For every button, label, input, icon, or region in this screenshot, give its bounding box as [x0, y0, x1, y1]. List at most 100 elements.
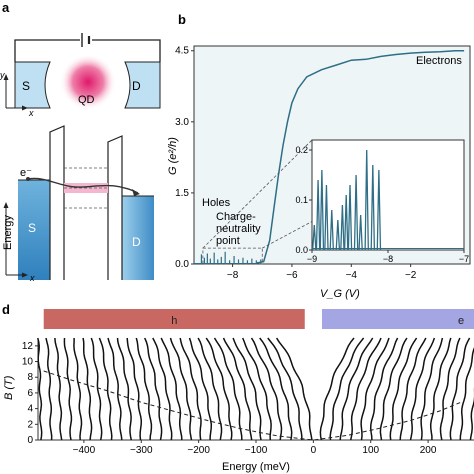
electron-band-label: e — [458, 315, 464, 327]
inset-peak — [364, 149, 369, 251]
hole-band-label: h — [171, 315, 177, 327]
landau-level-curve — [250, 337, 283, 441]
cnp-line2: neutrality — [216, 223, 261, 235]
inset-peak — [319, 169, 325, 251]
panel-d-ytick-label: 0 — [27, 435, 33, 446]
inset-ytick-label: 0.2 — [295, 145, 308, 155]
panel-b-conductance-curve — [256, 49, 465, 264]
panel-b-xtick-label: −4 — [346, 270, 358, 281]
landau-level-curve — [319, 337, 355, 441]
inset-frame — [311, 139, 465, 251]
panel-b-xlabel: V_G (V) — [320, 288, 360, 300]
landau-level-curve — [98, 337, 113, 441]
panel-b-frame — [193, 45, 471, 265]
landau-level-curve — [429, 337, 452, 440]
inset-ytick-label: 0.0 — [295, 245, 308, 255]
landau-level-curve — [169, 337, 193, 441]
landau-level-curve — [339, 337, 374, 441]
landau-level-curve — [135, 337, 153, 441]
source-lead — [14, 61, 51, 109]
panel-b-ylabel: G (e²/h) — [167, 137, 179, 175]
inset-peak — [353, 174, 359, 251]
panel-a-axes-top — [3, 74, 28, 111]
panel-a-letter: a — [2, 0, 10, 15]
landau-level-curve — [449, 337, 471, 441]
panel-b-axes: −8 −6 −4 −2 0.0 1.5 3.0 4.5 — [175, 45, 471, 281]
inset-peak — [347, 184, 353, 251]
inset-xtick-label: −9 — [307, 254, 317, 264]
landau-level-curve — [152, 337, 173, 441]
landau-level-curve — [63, 337, 73, 441]
electron-band — [321, 309, 474, 329]
landau-level-curve — [188, 337, 213, 441]
panel-b-letter: b — [178, 12, 186, 27]
panel-b-zoom-box — [202, 247, 263, 265]
x-axis-label-a: x — [28, 108, 34, 118]
landau-level-curve — [259, 337, 293, 441]
landau-level-curve — [197, 337, 223, 441]
inset-peak — [343, 194, 349, 251]
drain-band-label: D — [132, 235, 141, 249]
panel-b-ytick-label: 3.0 — [175, 117, 189, 128]
panel-d-ytick-label: 4 — [27, 404, 33, 415]
left-barrier — [49, 125, 65, 280]
landau-level-curve — [205, 337, 233, 441]
electrons-label: Electrons — [416, 55, 462, 67]
panel-a-axes-energy — [3, 202, 28, 278]
landau-level-curve — [242, 337, 272, 441]
drain-band — [122, 196, 154, 280]
right-barrier — [107, 135, 123, 280]
panel-d-xtick-label: −300 — [130, 445, 153, 456]
x-axis-label-a2: x — [29, 273, 35, 283]
panel-b-xtick-label: −8 — [227, 270, 239, 281]
inset-ytick-label: 0.1 — [295, 195, 308, 205]
landau-level-curve — [469, 387, 474, 441]
panel-d-letter: d — [2, 302, 10, 317]
drain-lead — [124, 61, 161, 109]
landau-level-curve — [360, 337, 390, 441]
panel-d-xtick-label: −100 — [245, 445, 268, 456]
source-band-label: S — [28, 221, 36, 235]
landau-level-curve — [160, 337, 183, 441]
landau-level-curve — [144, 337, 163, 441]
panel-d-ytick-label: 2 — [27, 419, 33, 430]
landau-level-curve — [420, 337, 444, 441]
landau-level-curve — [179, 337, 202, 441]
panel-b-ytick-label: 0.0 — [175, 259, 189, 270]
landau-level-curve — [73, 338, 83, 441]
panel-d-bands — [43, 309, 474, 329]
landau-level-curve — [45, 337, 53, 441]
landau-level-curve — [409, 337, 436, 441]
inset-peak — [358, 214, 363, 251]
inset-xtick-label: −8 — [383, 254, 393, 264]
inset-connector — [202, 139, 313, 249]
panel-b-inset: 0.0 0.1 0.2 −9 −8 −7 — [202, 139, 469, 264]
landau-level-curve — [54, 337, 63, 441]
panel-d-axes: 0 2 4 6 8 10 12 −400 −300 −200 −100 0 100 200 — [22, 338, 474, 456]
inset-xtick-label: −7 — [459, 254, 469, 264]
inset-peak — [329, 209, 335, 251]
energy-axis-label: Energy — [2, 215, 14, 250]
dot-label: QD — [78, 94, 95, 106]
inset-peak — [370, 164, 376, 251]
landau-level-curve — [369, 337, 399, 441]
panel-d-ytick-label: 6 — [27, 388, 33, 399]
electron-label: e⁻ — [20, 167, 32, 179]
panel-d-ylabel: B (T) — [3, 375, 15, 400]
panel-d-xtick-label: −200 — [187, 445, 210, 456]
panel-b-xtick-label: −2 — [405, 270, 417, 281]
landau-level-curve — [37, 337, 43, 441]
source-band — [18, 180, 54, 280]
panel-d-xlabel: Energy (meV) — [222, 461, 290, 473]
panel-a-circuit — [14, 33, 161, 62]
panel-d-dashed-boundary — [43, 370, 463, 441]
holes-label: Holes — [202, 197, 231, 209]
panel-d-xtick-label: 0 — [311, 445, 317, 456]
panel-d-ytick-label: 12 — [22, 341, 34, 352]
landau-level-curve — [329, 337, 365, 441]
inset-peak — [340, 204, 345, 251]
panel-b-xtick-label: −6 — [286, 270, 298, 281]
landau-level-curve — [349, 337, 382, 441]
landau-level-curve — [126, 337, 143, 441]
